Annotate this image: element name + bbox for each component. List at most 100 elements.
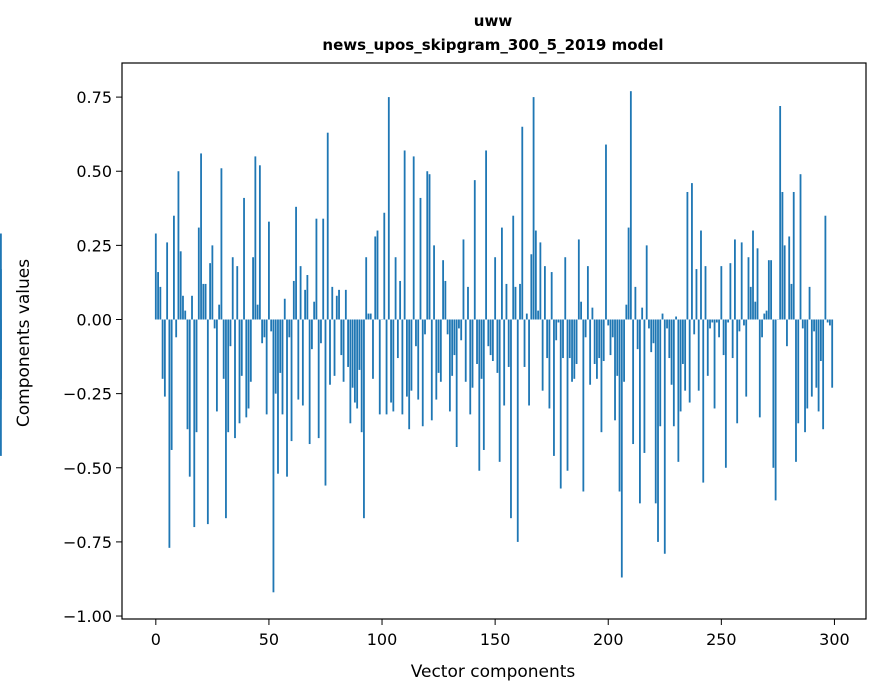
bar-148 [489, 319, 492, 356]
bar-153 [501, 227, 503, 320]
bar-28 [218, 304, 221, 320]
bar-252 [724, 319, 727, 468]
bar-177 [555, 319, 558, 341]
bar-4 [163, 319, 166, 397]
bar-206 [620, 319, 623, 578]
bar-214 [639, 319, 641, 504]
bar-undefined [0, 319, 2, 379]
bar-235 [686, 191, 689, 320]
bar-225 [663, 319, 666, 554]
bar-253 [727, 319, 730, 323]
bar-11 [179, 251, 182, 320]
bar-250 [720, 266, 723, 320]
bar-54 [277, 319, 279, 474]
bar-288 [806, 319, 809, 409]
bar-112 [408, 319, 411, 430]
bar-36 [236, 266, 239, 320]
y-tick-label: 0.50 [76, 162, 112, 181]
bar-122 [430, 319, 433, 421]
bar-14 [186, 319, 189, 430]
bar-268 [761, 319, 763, 338]
bar-2 [159, 286, 162, 320]
bar-22 [204, 283, 207, 320]
bar-232 [679, 319, 682, 412]
bar-183 [568, 319, 571, 359]
y-tick-label: −0.75 [63, 533, 112, 552]
bar-228 [670, 319, 673, 385]
bar-147 [487, 319, 490, 347]
bar-40 [245, 319, 248, 418]
bar-8 [173, 215, 175, 320]
bar-128 [444, 280, 447, 320]
bar-196 [598, 319, 601, 359]
bar-176 [553, 319, 555, 456]
bar-264 [752, 230, 754, 320]
bar-114 [412, 156, 415, 320]
bar-139 [469, 319, 472, 415]
bar-80 [335, 295, 338, 320]
bar-59 [288, 319, 291, 338]
bar-32 [227, 319, 230, 433]
bar-205 [618, 319, 621, 492]
bar-159 [514, 286, 517, 320]
bar-66 [304, 289, 307, 320]
bar-12 [182, 295, 184, 320]
x-tick-label: 300 [819, 630, 850, 649]
bar-110 [403, 150, 406, 320]
bar-210 [629, 91, 632, 320]
bar-203 [614, 319, 616, 421]
bar-154 [503, 319, 506, 406]
bar-95 [369, 313, 372, 320]
bar-142 [476, 319, 478, 364]
bar-208 [625, 304, 628, 320]
bar-156 [507, 319, 510, 367]
bar-68 [308, 319, 311, 445]
bar-248 [715, 319, 718, 323]
bar-21 [202, 283, 205, 320]
bar-271 [767, 260, 770, 320]
bar-285 [799, 174, 802, 320]
bar-88 [353, 319, 356, 403]
bar-141 [473, 180, 476, 320]
bar-212 [634, 286, 637, 320]
bar-33 [229, 319, 232, 347]
bar-10 [177, 171, 180, 320]
bar-166 [530, 254, 533, 320]
bar-102 [385, 319, 388, 415]
bar-81 [338, 289, 340, 320]
bar-73 [320, 319, 322, 344]
bar-164 [525, 313, 528, 320]
bar-104 [390, 319, 392, 403]
bar-168 [534, 230, 537, 320]
bar-103 [387, 97, 390, 320]
bar-70 [313, 301, 316, 320]
bar-193 [591, 307, 594, 320]
bar-287 [804, 319, 806, 433]
bar-171 [541, 319, 544, 391]
bar-184 [571, 319, 573, 382]
bar-165 [528, 319, 530, 406]
bar-126 [439, 319, 442, 382]
bar-75 [324, 319, 327, 486]
bar-79 [333, 319, 336, 376]
bar-231 [677, 319, 680, 462]
bar-218 [648, 319, 650, 329]
y-tick-label: −0.25 [63, 385, 112, 404]
bar-207 [623, 319, 625, 382]
bar-45 [256, 304, 259, 320]
bar-50 [268, 221, 270, 320]
bar-138 [467, 286, 469, 320]
bar-3 [161, 319, 164, 379]
bar-undefined [0, 269, 2, 320]
bar-13 [184, 310, 187, 320]
bar-134 [458, 319, 460, 329]
bar-246 [711, 319, 714, 323]
bar-189 [582, 319, 585, 492]
bar-201 [609, 319, 612, 356]
bar-19 [197, 227, 200, 320]
bar-53 [274, 319, 277, 394]
chart-title-line-1: uww [474, 12, 513, 30]
bar-194 [593, 319, 596, 364]
bar-57 [283, 298, 286, 320]
bar-72 [317, 319, 320, 439]
